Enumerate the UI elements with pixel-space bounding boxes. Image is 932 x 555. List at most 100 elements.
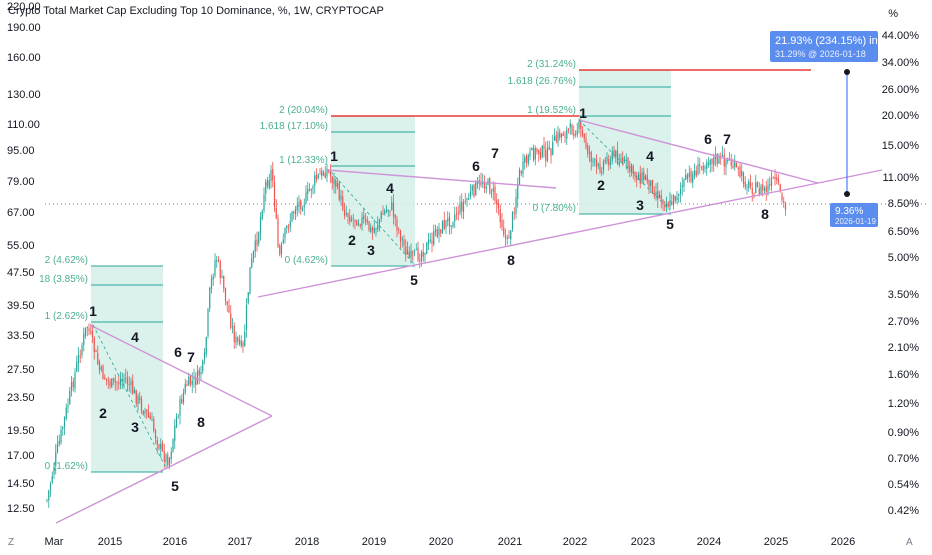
candle	[322, 170, 325, 177]
candle	[284, 227, 286, 244]
candle-body	[230, 313, 232, 328]
candle-body	[699, 164, 701, 167]
right-axis-tick-label: 0.42%	[888, 505, 919, 517]
candle	[531, 147, 533, 151]
candle	[109, 378, 111, 390]
candle	[151, 412, 153, 422]
candle-body	[76, 362, 78, 372]
candle	[496, 193, 498, 213]
candle-body	[445, 220, 447, 228]
candle-body	[431, 240, 433, 244]
candle	[739, 162, 741, 179]
candle-body	[359, 224, 361, 226]
candle	[77, 347, 80, 372]
candle-body	[422, 251, 424, 257]
candle	[338, 180, 340, 202]
right-axis-tick-label: 0.54%	[888, 479, 919, 491]
candle	[147, 404, 150, 418]
fib-label: 1 (19.52%)	[527, 105, 576, 116]
candle-body	[545, 149, 547, 161]
candle	[240, 335, 242, 349]
candle	[399, 229, 402, 249]
candle-body	[504, 235, 507, 238]
candle-body	[503, 227, 505, 235]
candle	[198, 367, 200, 385]
candle	[53, 462, 55, 479]
candle-body	[347, 213, 349, 217]
candle-body	[513, 212, 515, 214]
candle	[410, 243, 412, 264]
timezone-button: Z	[8, 537, 14, 548]
candle	[398, 227, 400, 235]
candle	[375, 227, 377, 237]
candle	[475, 179, 477, 196]
candle	[665, 196, 668, 213]
candle-body	[639, 173, 641, 184]
candle-body	[566, 129, 568, 139]
candle	[158, 443, 160, 451]
wave-label: 1	[330, 148, 338, 164]
candle-body	[326, 168, 328, 177]
left-axis-tick-label: 14.50	[7, 478, 35, 490]
candle	[392, 193, 395, 225]
candle	[630, 163, 633, 177]
candle-body	[674, 195, 676, 201]
trend-line	[578, 119, 819, 184]
candle-body	[489, 178, 491, 193]
candle-body	[181, 399, 183, 404]
right-axis-tick-label: 1.60%	[888, 369, 919, 381]
candle	[685, 168, 687, 181]
candle	[105, 378, 108, 386]
candle-body	[301, 208, 304, 212]
candle-body	[277, 218, 279, 247]
candle-body	[594, 159, 596, 161]
candle-body	[420, 252, 423, 262]
x-axis-tick-label: 2020	[429, 536, 453, 548]
candle	[294, 206, 297, 220]
candle	[373, 219, 375, 234]
candle	[231, 317, 234, 334]
candle-body	[552, 141, 554, 155]
candle-body	[158, 444, 160, 449]
candle	[468, 192, 470, 201]
candle-body	[564, 136, 566, 138]
candle	[153, 416, 155, 433]
candle	[310, 188, 312, 199]
candle	[543, 136, 545, 158]
candle-body	[130, 381, 132, 385]
candle-body	[496, 199, 498, 205]
candle	[749, 174, 752, 190]
candle-body	[497, 203, 500, 209]
candle	[67, 398, 69, 414]
candle	[448, 212, 451, 235]
candle-body	[226, 301, 228, 305]
candle	[58, 434, 60, 447]
candle	[529, 147, 531, 161]
candle-body	[312, 186, 314, 189]
candle	[140, 395, 143, 415]
candle-body	[319, 173, 321, 175]
candle-body	[237, 337, 239, 342]
candle	[704, 164, 706, 173]
candle-body	[300, 199, 302, 210]
candle	[210, 274, 213, 294]
candle	[95, 349, 97, 353]
candle	[412, 250, 414, 261]
candle-body	[104, 377, 106, 379]
candle-body	[196, 370, 199, 385]
candle-body	[280, 244, 283, 254]
right-axis-tick-label: 3.50%	[888, 289, 919, 301]
candle-body	[765, 186, 767, 193]
candle	[518, 167, 521, 186]
candle	[149, 412, 151, 420]
candle-body	[443, 220, 445, 229]
candle	[174, 419, 176, 450]
candle-body	[574, 133, 577, 135]
right-axis-tick-label: 0.90%	[888, 427, 919, 439]
candle-body	[202, 360, 204, 371]
candle-body	[615, 150, 617, 158]
candle-body	[581, 129, 584, 136]
candle-body	[779, 184, 781, 192]
candle	[146, 409, 148, 419]
